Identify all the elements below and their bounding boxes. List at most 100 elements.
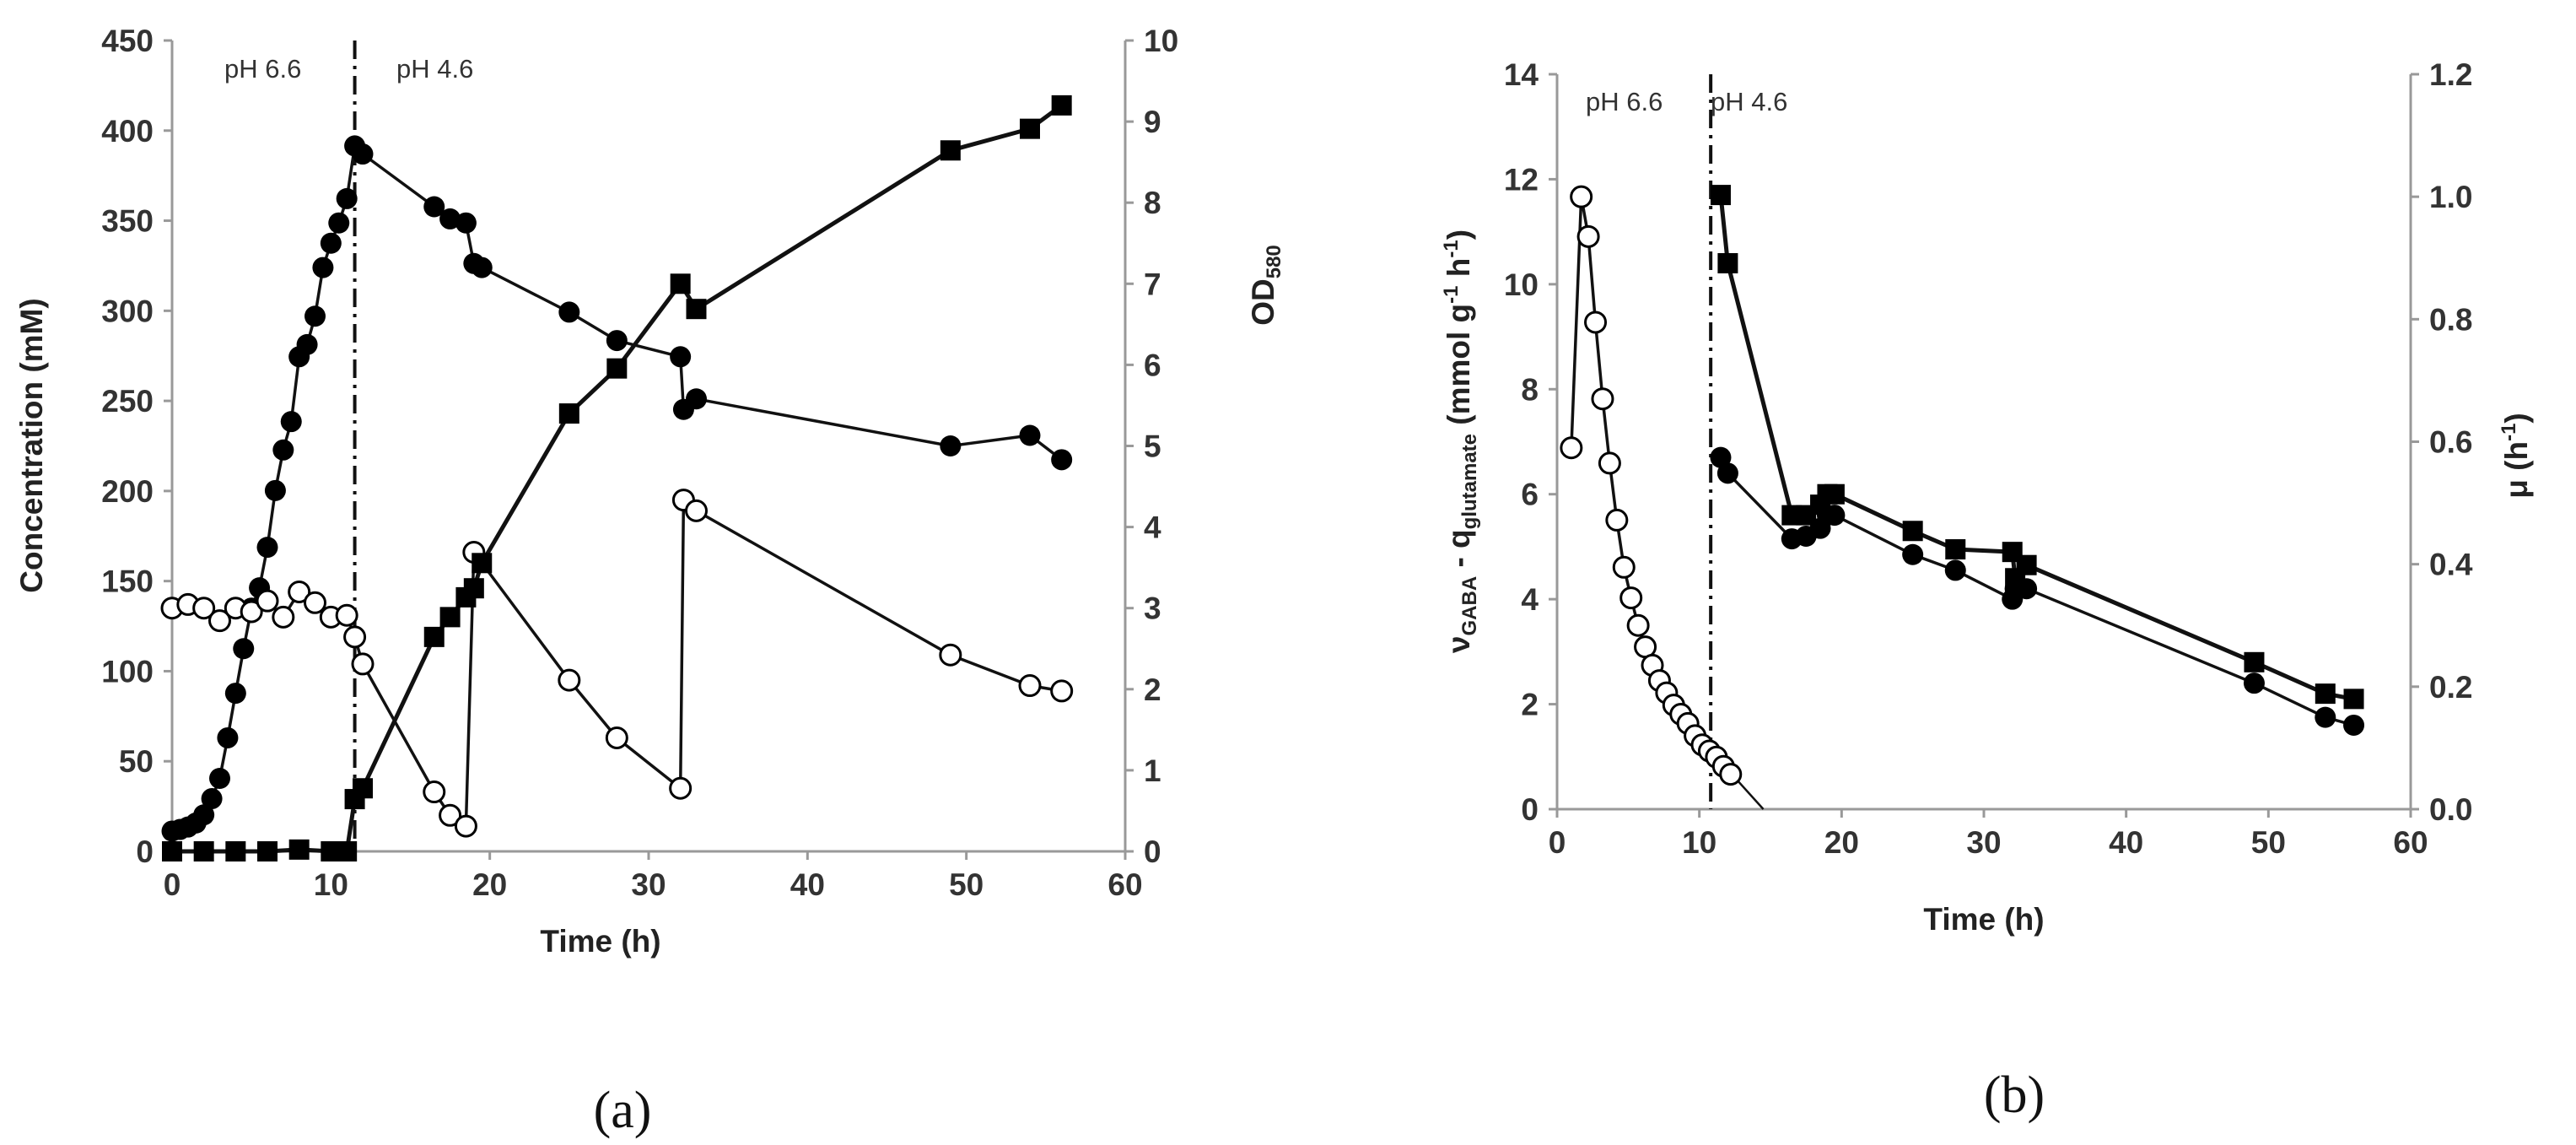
panel-a-data-point-square: [225, 841, 246, 861]
panel-a-series-1: [160, 489, 1074, 838]
mu-label: μ (h: [2499, 441, 2534, 499]
unit-exp-1: -1: [1440, 285, 1463, 303]
panel-a-data-point-square: [193, 841, 214, 861]
panel-a-data-point-filled: [264, 479, 286, 501]
panel-b-data-point-square: [1710, 185, 1731, 206]
panel-b-x-tick-label: 40: [2109, 825, 2143, 860]
panel-b-data-point-filled: [1716, 462, 1738, 484]
panel-a-data-point-filled: [201, 788, 223, 810]
panel-b-data-point-open: [1612, 555, 1636, 579]
panel-a-data-point-filled: [280, 411, 302, 433]
panel-a-data-point-square: [439, 607, 461, 628]
panel-a-series-0: [161, 135, 1073, 842]
panel-a-data-point-filled: [1051, 449, 1073, 471]
panel-a-data-point-filled: [296, 333, 318, 355]
panel-a-data-point-open: [439, 803, 462, 827]
panel-a-x-tick-label: 20: [472, 867, 507, 902]
panel-a-data-point-square: [940, 140, 961, 161]
panel-a-data-point-open: [288, 580, 311, 603]
panel-a-data-point-square: [1051, 95, 1072, 116]
panel-a-left-tick-label: 50: [119, 744, 154, 779]
panel-a-data-point-square: [353, 778, 373, 799]
panel-a-data-point-square: [1020, 118, 1040, 139]
unit-h: h: [1442, 258, 1476, 286]
panel-b-right-tick-label: 1.2: [2429, 57, 2472, 92]
panel-a-data-point-filled: [209, 768, 230, 790]
panel-b-series-line: [1718, 194, 2354, 701]
panel-a-right-tick-label: 0: [1144, 834, 1161, 869]
panel-a-data-point-open: [1050, 679, 1074, 703]
panel-b-left-tick-label: 8: [1521, 372, 1539, 407]
glutamate-subscript: glutamate: [1458, 434, 1481, 529]
panel-a-ph-label-left: pH 6.6: [224, 54, 301, 84]
panel-a-x-tick-label: 50: [949, 867, 984, 902]
panel-b-data-point-filled: [1944, 559, 1966, 581]
mu-close: ): [2499, 413, 2534, 423]
panel-b-data-point-open: [1584, 311, 1608, 334]
panel-b-data-point-square: [2016, 554, 2037, 575]
panel-b-x-tick-label: 60: [2393, 825, 2428, 860]
panel-a-chart: 0 10 20 30 40 50 60050100150200250300350400450…: [14, 24, 1285, 1139]
panel-a-data-point-filled: [670, 346, 692, 368]
q-symbol: - q: [1442, 529, 1476, 575]
panel-b-right-tick-label: 0.0: [2429, 792, 2472, 827]
panel-b-x-tick-label: 50: [2251, 825, 2286, 860]
panel-b-left-tick-label: 14: [1504, 57, 1539, 92]
nu-symbol: ν: [1442, 636, 1476, 654]
panel-a-left-tick-label: 0: [136, 834, 154, 869]
panel-a-data-point-open: [605, 726, 628, 749]
panel-a-left-tick-label: 250: [101, 384, 154, 419]
panel-a-data-point-filled: [304, 305, 326, 327]
panel-a-right-tick-label: 9: [1144, 105, 1161, 139]
panel-b-label: (b): [1984, 1067, 2045, 1124]
panel-a-data-point-filled: [320, 232, 342, 254]
panel-b-data-point-square: [2343, 689, 2364, 710]
panel-a-left-tick-label: 300: [101, 294, 154, 328]
panel-b-data-point-square: [1824, 483, 1845, 505]
panel-a-x-tick-label: 30: [631, 867, 666, 902]
od-label-subscript: 580: [1263, 245, 1285, 278]
panel-a-data-point-filled: [352, 143, 374, 165]
panel-b-data-point-open: [1598, 451, 1621, 475]
panel-b-data-point-square: [2315, 683, 2336, 705]
panel-a-left-tick-label: 200: [101, 474, 154, 509]
od-label-main: OD: [1246, 278, 1280, 326]
panel-b-left-tick-label: 6: [1521, 478, 1539, 512]
panel-b-left-tick-label: 12: [1504, 162, 1539, 197]
panel-b-data-point-open: [1605, 508, 1629, 532]
panel-b-series-1: [1710, 185, 2364, 710]
panel-a-data-point-filled: [193, 804, 215, 826]
panel-a-right-tick-label: 8: [1144, 186, 1161, 220]
panel-a-data-point-square: [337, 841, 358, 861]
panel-a-data-point-open: [272, 605, 295, 629]
panel-b-right-tick-label: 0.4: [2429, 548, 2473, 582]
panel-b-data-point-filled: [1710, 446, 1732, 468]
panel-b-series-0: [1560, 185, 1765, 810]
panel-a-right-tick-label: 6: [1144, 348, 1161, 382]
panel-a-left-tick-label: 350: [101, 204, 154, 239]
panel-b-data-point-filled: [1824, 505, 1846, 527]
panel-b-right-tick-label: 0.8: [2429, 302, 2472, 337]
panel-a-x-tick-label: 40: [790, 867, 825, 902]
panel-a-data-point-open: [343, 625, 367, 649]
panel-a-y-axis-label-left: Concentration (mM): [14, 298, 49, 592]
panel-a-data-point-open: [304, 591, 326, 614]
panel-b-x-tick-label: 10: [1682, 825, 1716, 860]
panel-a-data-point-square: [686, 299, 707, 320]
panel-a-right-tick-label: 5: [1144, 429, 1161, 464]
panel-b-data-point-open: [1570, 185, 1593, 208]
panel-a-data-point-filled: [471, 257, 493, 278]
mu-exp: -1: [2498, 424, 2520, 441]
panel-b-data-point-square: [1902, 521, 1923, 542]
panel-a-data-point-filled: [312, 257, 334, 278]
panel-a-data-point-filled: [423, 196, 445, 218]
panel-a-data-point-open: [240, 600, 263, 624]
panel-b-data-point-open: [1719, 763, 1743, 786]
panel-a-right-tick-label: 4: [1144, 510, 1161, 545]
panel-b-chart: 0 10 20 30 40 50 60 0 2 4 6 8 10 12 14 0.0 0.2 0.4 0.6 0.8 1…: [1440, 57, 2534, 1124]
panel-b-data-point-filled: [2016, 578, 2038, 600]
panel-a-x-tick-label: 60: [1107, 867, 1142, 902]
panel-a-data-point-open: [423, 780, 446, 804]
panel-b-left-tick-label: 0: [1521, 792, 1539, 827]
